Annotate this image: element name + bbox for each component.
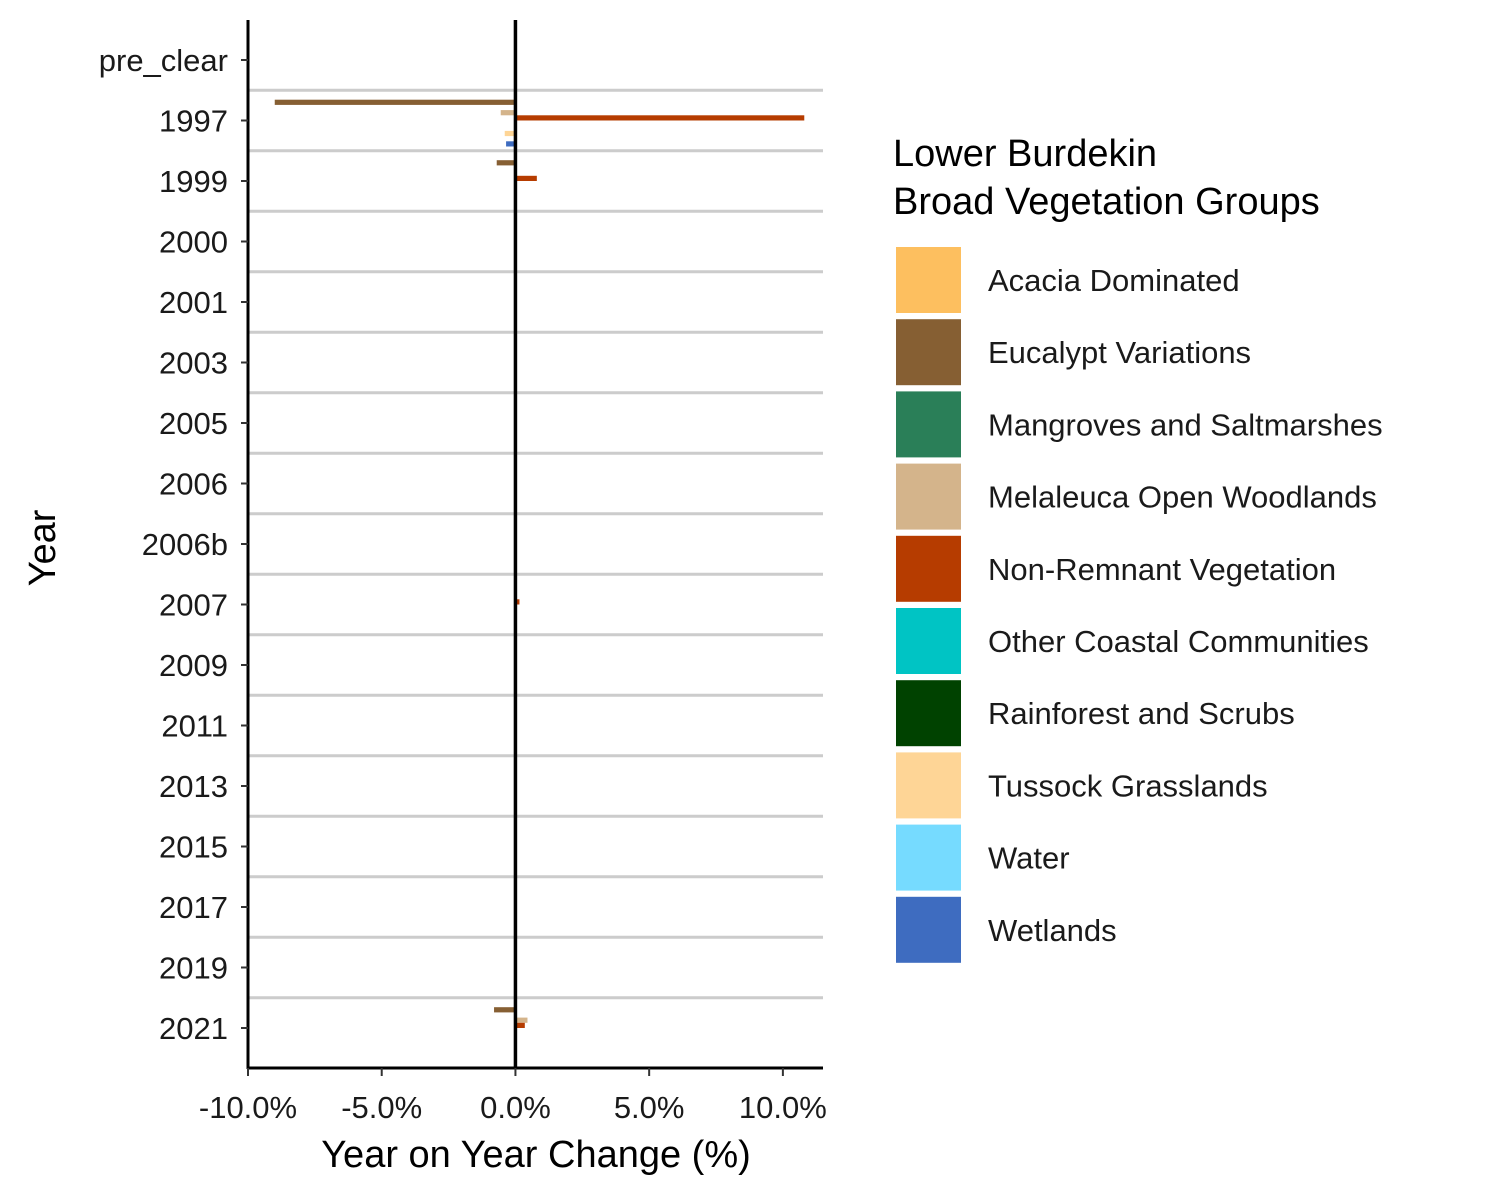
legend-key-acacia-dominated <box>894 245 963 315</box>
y-tick-label: 1997 <box>159 104 228 139</box>
legend-label: Rainforest and Scrubs <box>988 696 1295 731</box>
legend-label: Other Coastal Communities <box>988 624 1369 659</box>
y-tick-label: 2005 <box>159 406 228 441</box>
y-tick-label: 2021 <box>159 1011 228 1046</box>
y-tick-labels: pre_clear 1997 1999 2000 2001 2003 2005 2006 200… <box>99 43 228 1046</box>
legend-label: Tussock Grasslands <box>988 768 1268 803</box>
y-tick-label: 2011 <box>161 709 228 744</box>
bar-eucalypt-variations-2021 <box>494 1007 516 1013</box>
bar-eucalypt-variations-1997 <box>274 99 516 105</box>
x-tick-label: 5.0% <box>614 1090 685 1125</box>
y-axis-title: Year <box>22 509 64 586</box>
legend-label: Eucalypt Variations <box>988 335 1251 370</box>
x-tick-label: -5.0% <box>341 1090 422 1125</box>
legend-key-water <box>894 822 963 893</box>
legend-label: Water <box>988 841 1070 876</box>
legend-key-rainforest-and-scrubs <box>894 678 963 749</box>
bar-tussock-grasslands-1997 <box>504 130 516 137</box>
y-tick-label: 2017 <box>159 890 228 925</box>
bar-wetlands-1997 <box>506 141 516 147</box>
legend-title-line-1: Lower Burdekin <box>893 133 1157 175</box>
y-tick-label: 2006b <box>142 527 228 562</box>
gridlines <box>248 88 823 1000</box>
legend-label: Acacia Dominated <box>988 263 1240 298</box>
y-tick-label: 2013 <box>159 769 228 804</box>
x-tick-label: -10.0% <box>199 1090 297 1125</box>
bar-non-remnant-vegetation-2007 <box>515 599 520 605</box>
bar-non-remnant-vegetation-1997 <box>515 115 805 121</box>
legend-title-line-2: Broad Vegetation Groups <box>893 181 1320 223</box>
legend: Lower Burdekin Broad Vegetation Groups A… <box>893 133 1383 965</box>
bar-non-remnant-vegetation-2021 <box>515 1022 525 1028</box>
y-tick-label: 1999 <box>159 164 228 199</box>
bar-melaleuca-open-woodlands-2021 <box>515 1017 528 1023</box>
y-tick-label: pre_clear <box>99 43 228 78</box>
x-axis-title: Year on Year Change (%) <box>321 1134 751 1176</box>
legend-label: Mangroves and Saltmarshes <box>988 407 1383 442</box>
legend-key-other-coastal-communities <box>894 606 963 676</box>
y-tick-label: 2000 <box>159 225 228 260</box>
y-tick-label: 2009 <box>159 648 228 683</box>
axes <box>241 20 823 1076</box>
bar-non-remnant-vegetation-1999 <box>515 175 537 181</box>
legend-key-melaleuca-open-woodlands <box>894 461 963 532</box>
legend-key-eucalypt-variations <box>894 317 963 388</box>
legend-items: Acacia Dominated Eucalypt Variations Mangr… <box>894 245 1383 965</box>
legend-key-tussock-grasslands <box>894 750 963 821</box>
legend-key-mangroves-and-saltmarshes <box>894 389 963 460</box>
x-tick-labels: -10.0% -5.0% 0.0% 5.0% 10.0% <box>199 1090 827 1125</box>
bar-eucalypt-variations-1999 <box>496 160 516 166</box>
x-tick-label: 0.0% <box>480 1090 551 1125</box>
legend-key-non-remnant-vegetation <box>894 533 963 604</box>
y-tick-label: 2001 <box>159 285 228 320</box>
y-tick-label: 2006 <box>159 467 228 502</box>
y-tick-label: 2019 <box>159 951 228 986</box>
bars <box>274 99 805 1028</box>
y-tick-label: 2007 <box>159 588 228 623</box>
bar-melaleuca-open-woodlands-1997 <box>500 110 516 116</box>
y-tick-label: 2015 <box>159 830 228 865</box>
y-tick-label: 2003 <box>159 346 228 381</box>
x-tick-label: 10.0% <box>739 1090 827 1125</box>
legend-label: Non-Remnant Vegetation <box>988 552 1336 587</box>
legend-label: Wetlands <box>988 913 1117 948</box>
legend-label: Melaleuca Open Woodlands <box>988 480 1377 515</box>
legend-key-wetlands <box>894 894 963 965</box>
